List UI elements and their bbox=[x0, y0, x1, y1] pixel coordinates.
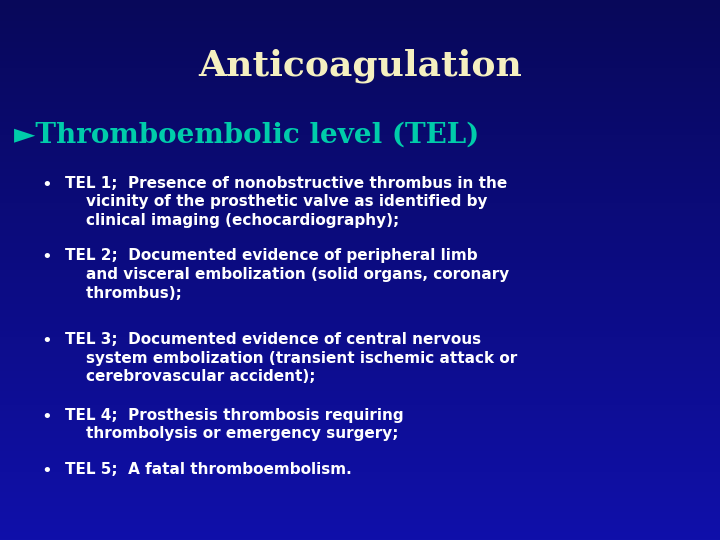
Text: ►Thromboembolic level (TEL): ►Thromboembolic level (TEL) bbox=[14, 122, 480, 148]
Text: TEL 5;  A fatal thromboembolism.: TEL 5; A fatal thromboembolism. bbox=[65, 462, 351, 477]
Text: •: • bbox=[42, 176, 52, 193]
Text: •: • bbox=[42, 332, 52, 350]
Text: Anticoagulation: Anticoagulation bbox=[198, 49, 522, 83]
Text: TEL 2;  Documented evidence of peripheral limb
    and visceral embolization (so: TEL 2; Documented evidence of peripheral… bbox=[65, 248, 509, 301]
Text: •: • bbox=[42, 248, 52, 266]
Text: TEL 4;  Prosthesis thrombosis requiring
    thrombolysis or emergency surgery;: TEL 4; Prosthesis thrombosis requiring t… bbox=[65, 408, 403, 441]
Text: TEL 1;  Presence of nonobstructive thrombus in the
    vicinity of the prostheti: TEL 1; Presence of nonobstructive thromb… bbox=[65, 176, 507, 228]
Text: •: • bbox=[42, 408, 52, 426]
Text: •: • bbox=[42, 462, 52, 480]
Text: TEL 3;  Documented evidence of central nervous
    system embolization (transien: TEL 3; Documented evidence of central ne… bbox=[65, 332, 517, 384]
